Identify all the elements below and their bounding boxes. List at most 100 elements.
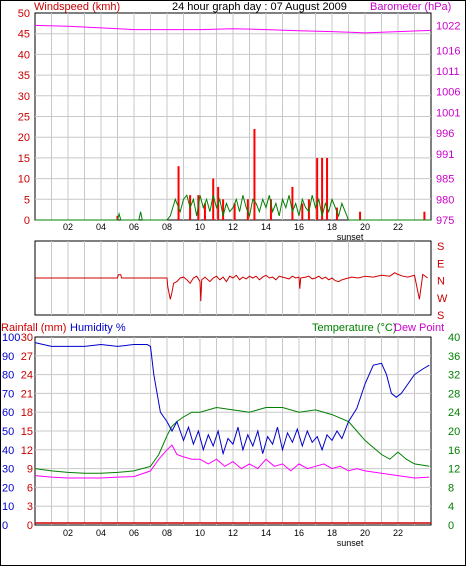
rainfall-axis-label: Rainfall (mm) — [1, 322, 66, 334]
gust-bar — [321, 157, 324, 220]
hour-tick-label: 04 — [96, 528, 106, 538]
humidity-tick: 40 — [2, 445, 14, 457]
hour-tick-label: 02 — [63, 528, 73, 538]
windspeed-line — [35, 194, 431, 221]
rainfall-tick: 3 — [27, 501, 33, 513]
gust-bar — [326, 157, 329, 220]
temperature-tick: 12 — [448, 464, 460, 476]
temperature-tick: 16 — [448, 445, 460, 457]
sunset-label: sunset — [337, 232, 364, 242]
windspeed-tick: 5 — [24, 194, 30, 206]
hour-tick-label: 06 — [129, 528, 139, 538]
temperature-tick: 40 — [448, 332, 460, 344]
humidity-line — [34, 342, 430, 456]
gust-bar — [222, 199, 225, 220]
humidity-tick: 90 — [2, 351, 14, 363]
gust-bar — [203, 203, 206, 220]
gust-bars — [116, 128, 426, 220]
direction-series-line — [35, 272, 428, 302]
windspeed-tick: 30 — [18, 91, 30, 103]
chart-title: 24 hour graph day : 07 August 2009 — [172, 1, 347, 13]
rainfall-tick: 24 — [21, 370, 33, 382]
rainfall-tick: 21 — [21, 388, 33, 400]
hour-tick-label: 14 — [261, 528, 271, 538]
barometer-tick: 991 — [436, 149, 454, 161]
hour-tick-label: 20 — [360, 222, 370, 232]
hour-tick-label: 08 — [162, 528, 172, 538]
wind-direction-line — [35, 272, 428, 302]
rainfall-tick: 12 — [21, 445, 33, 457]
gust-bar — [246, 199, 249, 220]
hour-tick-label: 22 — [393, 528, 403, 538]
humidity-tick: 50 — [2, 426, 14, 438]
windspeed-tick: 35 — [18, 70, 30, 82]
humidity-tick: 0 — [2, 520, 8, 532]
temperature-humidity-panel: Rainfall (mm) Humidity % Temperature (°C… — [1, 322, 460, 548]
humidity-tick: 60 — [2, 407, 14, 419]
humidity-tick: 70 — [2, 388, 14, 400]
humidity-axis-label: Humidity % — [70, 322, 126, 334]
temperature-tick: 28 — [448, 388, 460, 400]
windspeed-tick: 50 — [18, 8, 30, 20]
hour-tick-label: 12 — [228, 528, 238, 538]
temperature-axis-label: Temperature (°C) — [312, 322, 396, 334]
temperature-line — [34, 406, 430, 474]
windspeed-tick: 0 — [24, 215, 30, 227]
dewpoint-axis-label: Dew Point — [394, 322, 444, 334]
barometer-tick: 1022 — [436, 20, 460, 32]
wind-hour-tick-labels: 02 04 06 08 10 12 14 16 18 20 22 — [63, 222, 403, 232]
barometer-tick: 1016 — [436, 45, 460, 57]
windspeed-tick: 15 — [18, 153, 30, 165]
windspeed-tick: 40 — [18, 49, 30, 61]
temperature-tick: 0 — [448, 520, 454, 532]
gust-bar — [359, 211, 362, 220]
gust-bar — [301, 203, 304, 220]
compass-tick: S — [437, 241, 444, 253]
windspeed-tick: 45 — [18, 29, 30, 41]
gust-bar — [269, 199, 272, 220]
gust-bar — [423, 211, 426, 220]
gust-bar — [335, 207, 338, 220]
gust-bar — [116, 215, 119, 220]
rain-humidity-tick-labels: 0 3 6 9 12 15 18 21 24 27 30 0 10 20 30 40 50 60 70 80 90 100 — [2, 332, 33, 532]
barometer-tick: 1001 — [436, 107, 460, 119]
rainfall-tick: 18 — [21, 407, 33, 419]
humidity-tick: 10 — [2, 501, 14, 513]
hour-tick-label: 18 — [327, 528, 337, 538]
gust-bar — [316, 157, 319, 220]
hour-tick-label: 04 — [96, 222, 106, 232]
compass-tick: E — [437, 258, 444, 270]
rainfall-tick: 30 — [21, 332, 33, 344]
windspeed-tick: 10 — [18, 174, 30, 186]
rainfall-tick: 0 — [27, 520, 33, 532]
hour-tick-label: 20 — [360, 528, 370, 538]
gust-bar — [253, 128, 256, 220]
temperature-gridlines — [35, 337, 431, 525]
humidity-tick: 100 — [2, 332, 20, 344]
hour-tick-label: 10 — [195, 528, 205, 538]
windspeed-tick: 20 — [18, 132, 30, 144]
rainfall-tick: 27 — [21, 351, 33, 363]
temperature-tick: 8 — [448, 482, 454, 494]
humidity-tick: 30 — [2, 464, 14, 476]
barometer-tick: 1011 — [436, 66, 460, 78]
barometer-tick: 975 — [436, 215, 454, 227]
humidity-tick: 20 — [2, 482, 14, 494]
temperature-tick: 32 — [448, 370, 460, 382]
hour-tick-label: 16 — [294, 222, 304, 232]
windspeed-axis-label: Windspeed (kmh) — [34, 1, 120, 13]
gust-bar — [291, 186, 294, 220]
windspeed-tick-labels: 0 5 10 15 20 25 30 35 40 45 50 — [18, 8, 30, 227]
barometer-tick: 1006 — [436, 87, 460, 99]
windspeed-tick: 25 — [18, 112, 30, 124]
wind-barometer-panel: Windspeed (kmh) 24 hour graph day : 07 A… — [18, 1, 461, 242]
temperature-tick: 24 — [448, 407, 460, 419]
gust-bar — [212, 178, 215, 220]
hour-tick-label: 08 — [162, 222, 172, 232]
hour-tick-label: 06 — [129, 222, 139, 232]
barometer-tick: 980 — [436, 194, 454, 206]
dewpoint-line — [34, 444, 430, 479]
